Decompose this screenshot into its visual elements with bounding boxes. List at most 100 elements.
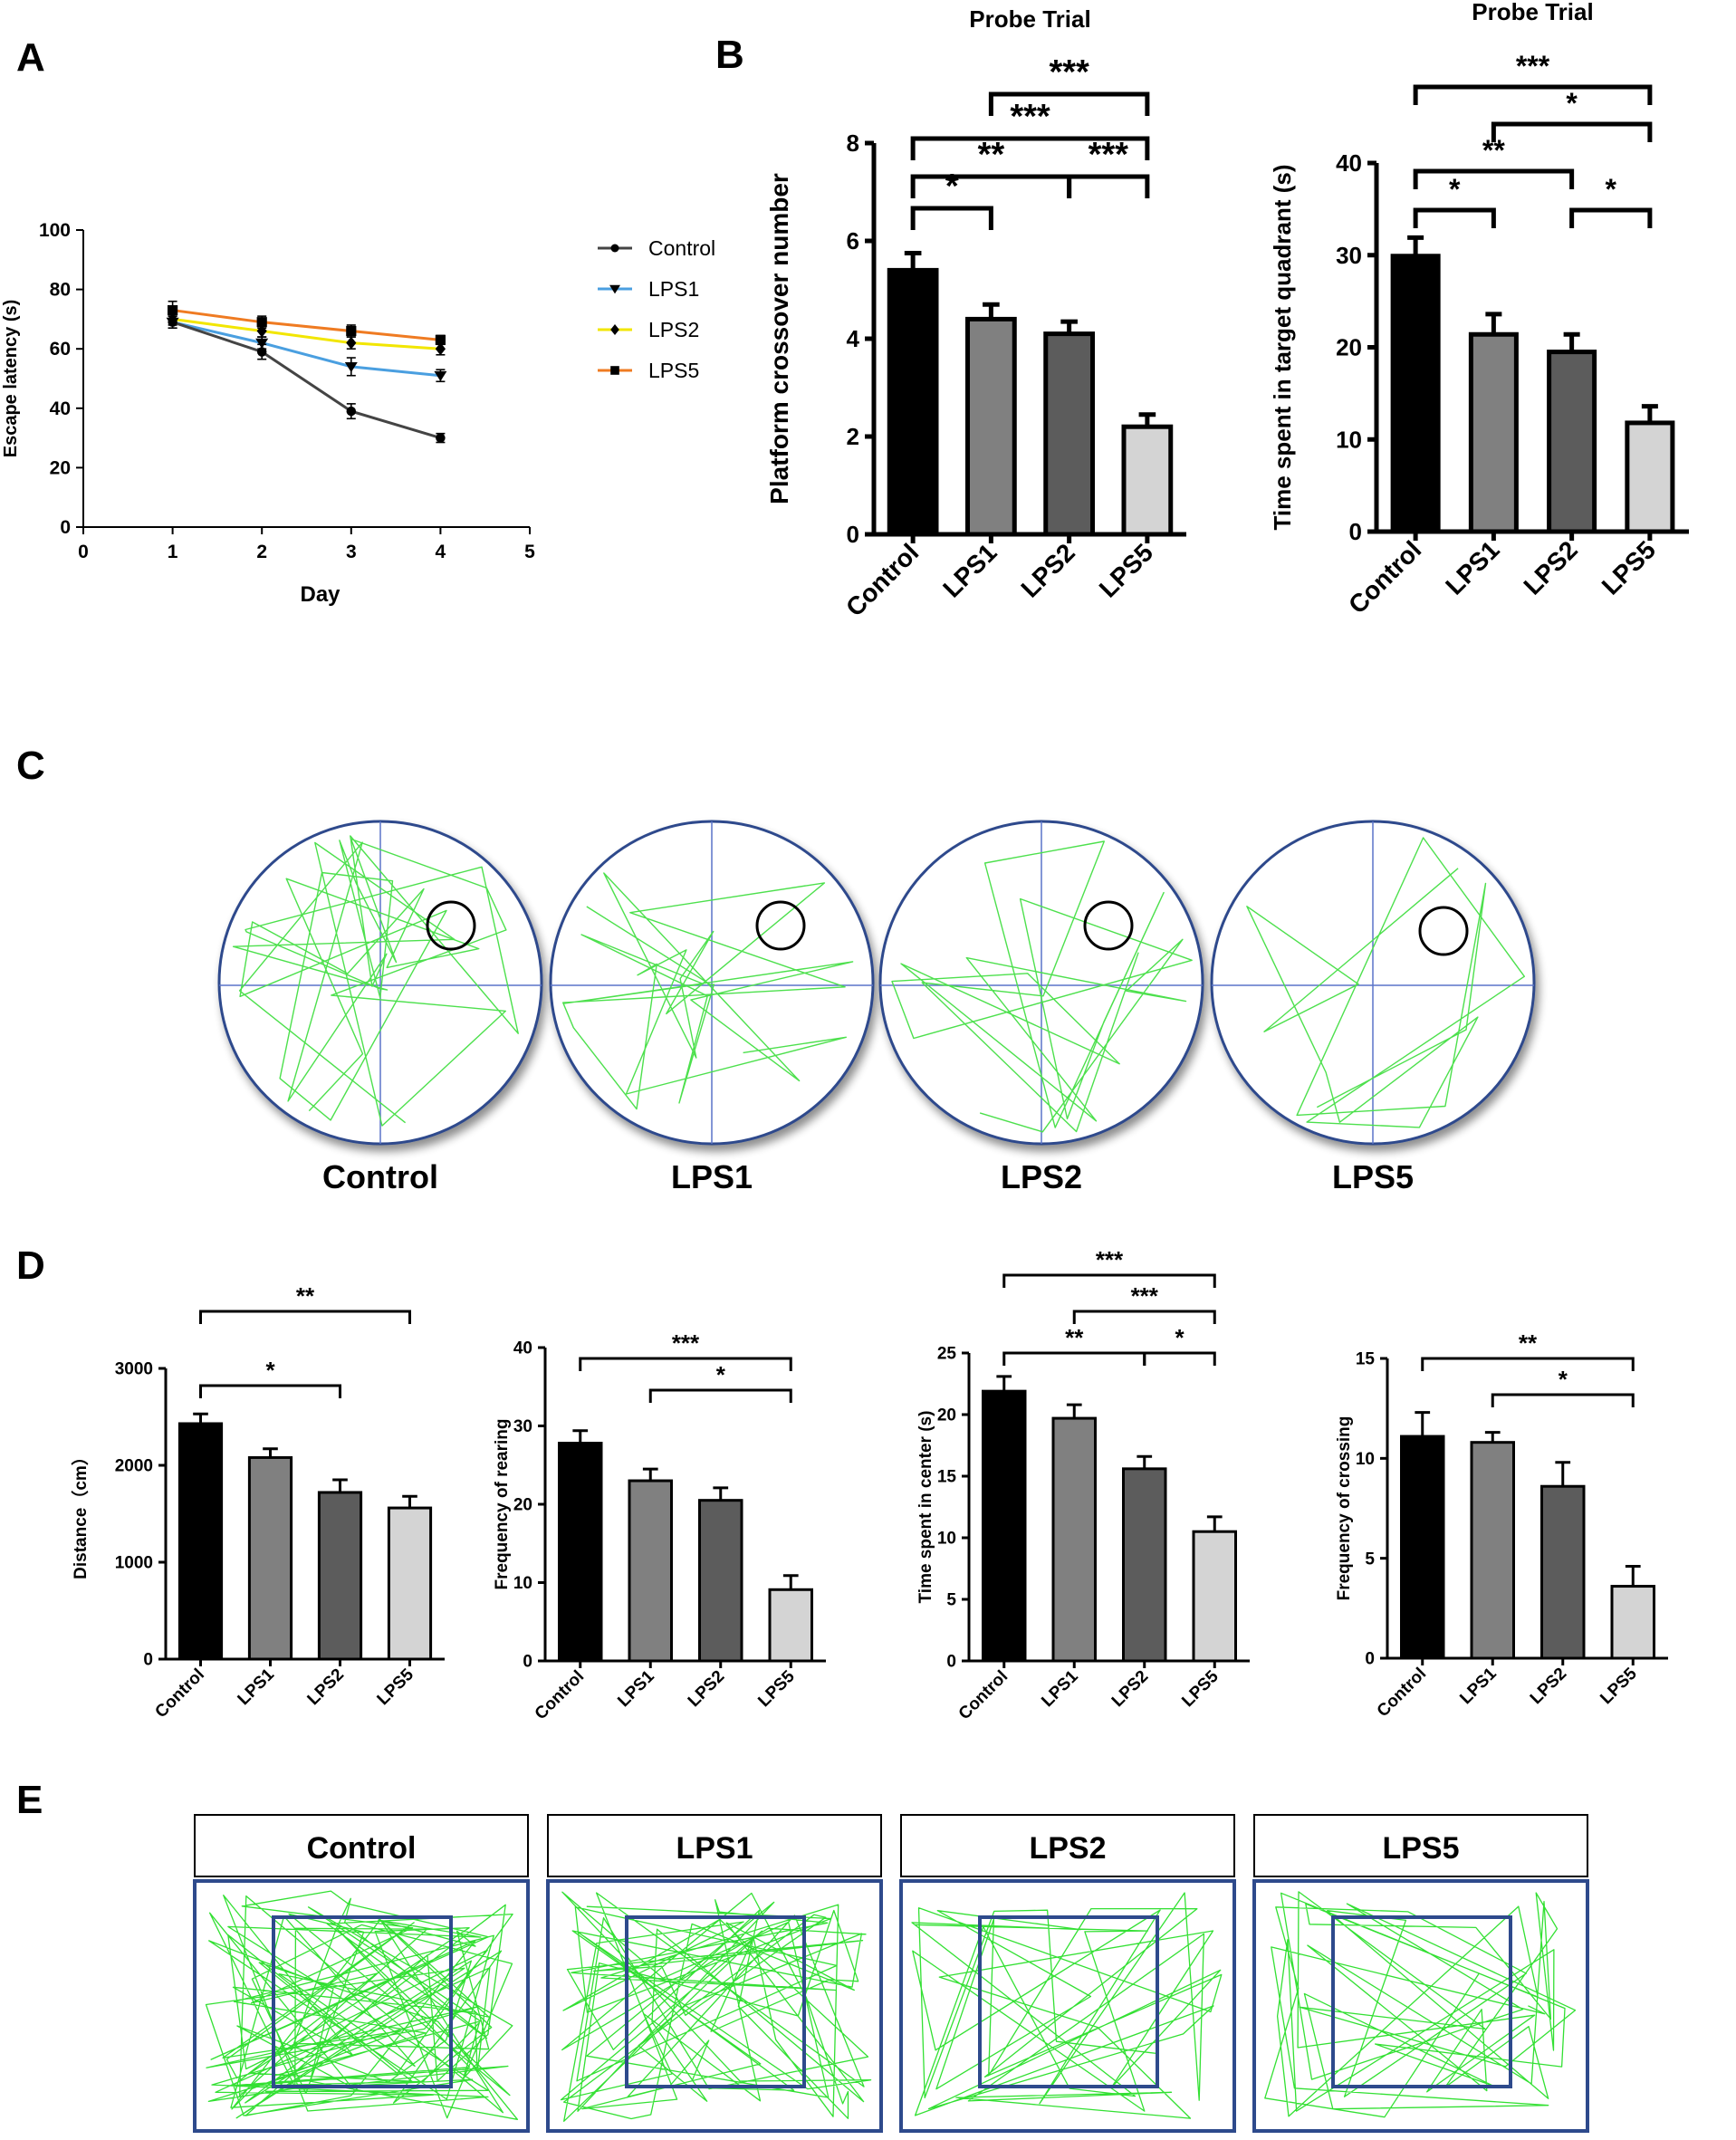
category-label: LPS2 xyxy=(1108,1667,1152,1711)
data-point xyxy=(610,324,619,335)
y-tick-label: 20 xyxy=(50,457,71,478)
series-line-lps5 xyxy=(172,309,441,341)
significance-label: *** xyxy=(1049,53,1089,91)
bar-control xyxy=(558,1442,603,1663)
significance-bracket xyxy=(1413,207,1496,228)
bar-lps2 xyxy=(698,1499,743,1663)
significance-bracket xyxy=(988,91,1150,116)
category-label: LPS5 xyxy=(1094,538,1158,602)
target-quadrant-time-bar-chart: Probe Trial 0 10 20 30 40 Control LPS1 LPS2 LPS5 T… xyxy=(1269,0,1689,619)
y-tick-label: 0 xyxy=(523,1653,532,1672)
data-point xyxy=(168,304,178,316)
significance-bracket xyxy=(1143,1351,1216,1366)
y-tick-label: 1000 xyxy=(115,1554,153,1573)
arena-label: LPS1 xyxy=(676,1831,753,1866)
category-label: LPS5 xyxy=(374,1665,418,1709)
category-label: Control xyxy=(532,1667,589,1724)
pool-lps1 xyxy=(549,820,875,1146)
category-label: LPS1 xyxy=(1440,535,1504,600)
x-tick-label: 2 xyxy=(256,542,267,562)
chart-title: Probe Trial xyxy=(1472,0,1593,25)
category-label: LPS1 xyxy=(235,1665,279,1709)
pool-lps5 xyxy=(1210,820,1536,1146)
movement-path xyxy=(911,1892,1223,2119)
panel-label-c: C xyxy=(16,744,45,788)
y-tick-label: 10 xyxy=(937,1530,956,1549)
y-tick-label: 100 xyxy=(39,220,71,241)
arena-label-box xyxy=(194,1814,529,1877)
movement-path xyxy=(1264,1891,1577,2118)
pool-control xyxy=(217,820,543,1146)
y-tick-label: 10 xyxy=(1336,426,1362,453)
crossing-frequency-bar-chart: 0 5 10 15 Control LPS1 LPS2 LPS5 Frequency of cr… xyxy=(1335,1329,1668,1721)
bar-lps5 xyxy=(1610,1585,1655,1660)
bar-lps1 xyxy=(965,316,1017,537)
legend-label: LPS5 xyxy=(648,359,699,382)
distance-bar-chart: 0 1000 2000 3000 Control LPS1 LPS2 LPS5 Distance… xyxy=(70,1282,445,1722)
significance-bracket xyxy=(1421,1357,1635,1371)
data-point xyxy=(435,334,446,345)
x-tick-label: 1 xyxy=(168,542,178,562)
significance-bracket xyxy=(1491,1393,1635,1407)
y-axis-label: Frequency of rearing xyxy=(493,1419,512,1590)
significance-label: ** xyxy=(1519,1329,1538,1357)
bar-control xyxy=(887,267,939,537)
pool-label: LPS2 xyxy=(1001,1158,1082,1195)
center-time-bar-chart: 0 5 10 15 20 25 Control LPS1 LPS2 LPS5 Time spent … xyxy=(916,1246,1250,1723)
x-tick-label: 3 xyxy=(346,542,357,562)
center-zone xyxy=(1331,1915,1512,2088)
significance-label: * xyxy=(1606,173,1617,206)
open-field-track-panel: Control LPS1 LPS2 LPS5 xyxy=(193,1814,1589,2133)
pool-label: Control xyxy=(322,1158,438,1195)
bar-lps5 xyxy=(1192,1530,1237,1663)
category-label: LPS5 xyxy=(1597,1664,1641,1708)
bar-lps1 xyxy=(247,1455,293,1661)
y-tick-label: 3000 xyxy=(115,1360,153,1379)
arena-border xyxy=(193,1879,530,2133)
significance-bracket xyxy=(1491,121,1653,142)
data-point xyxy=(435,342,446,356)
category-label: LPS1 xyxy=(1456,1664,1501,1708)
y-tick-label: 6 xyxy=(847,227,859,254)
category-label: Control xyxy=(1343,535,1426,619)
significance-bracket xyxy=(648,1388,792,1403)
data-point xyxy=(256,347,267,357)
arena-lps5: LPS5 xyxy=(1252,1814,1589,2133)
y-tick-label: 15 xyxy=(1356,1350,1376,1369)
category-label: LPS1 xyxy=(614,1666,658,1711)
swim-path xyxy=(232,835,519,1127)
y-tick-label: 20 xyxy=(1336,334,1362,361)
bar-lps2 xyxy=(317,1491,363,1661)
data-point xyxy=(436,433,446,443)
significance-bracket xyxy=(1413,168,1575,189)
data-point xyxy=(609,284,620,294)
data-point xyxy=(168,317,177,327)
category-label: LPS2 xyxy=(304,1665,348,1709)
arena-label-box xyxy=(1253,1814,1588,1877)
y-tick-label: 5 xyxy=(1365,1550,1375,1569)
significance-label: * xyxy=(1559,1366,1568,1393)
bar-control xyxy=(982,1389,1027,1663)
significance-label: *** xyxy=(672,1329,700,1357)
bar-lps5 xyxy=(768,1588,813,1663)
category-label: LPS1 xyxy=(937,538,1002,602)
y-tick-label: 8 xyxy=(847,130,859,157)
bar-lps2 xyxy=(1547,350,1597,534)
y-tick-label: 20 xyxy=(513,1496,532,1515)
bar-control xyxy=(1390,254,1441,534)
y-tick-label: 0 xyxy=(847,521,859,548)
arena-label-box xyxy=(547,1814,882,1877)
significance-label: * xyxy=(1175,1324,1185,1351)
y-tick-label: 5 xyxy=(946,1591,956,1610)
y-tick-label: 4 xyxy=(847,325,860,352)
y-axis-label: Escape latency (s) xyxy=(1,300,21,458)
platform-circle xyxy=(1083,900,1134,951)
significance-label: ** xyxy=(1065,1324,1084,1351)
bar-lps5 xyxy=(387,1506,433,1661)
y-tick-label: 60 xyxy=(50,339,71,360)
pool-label: LPS5 xyxy=(1332,1158,1414,1195)
y-tick-label: 20 xyxy=(937,1406,956,1425)
swim-path xyxy=(891,840,1193,1133)
panel-label-d: D xyxy=(16,1243,45,1288)
significance-label: * xyxy=(1566,87,1578,120)
